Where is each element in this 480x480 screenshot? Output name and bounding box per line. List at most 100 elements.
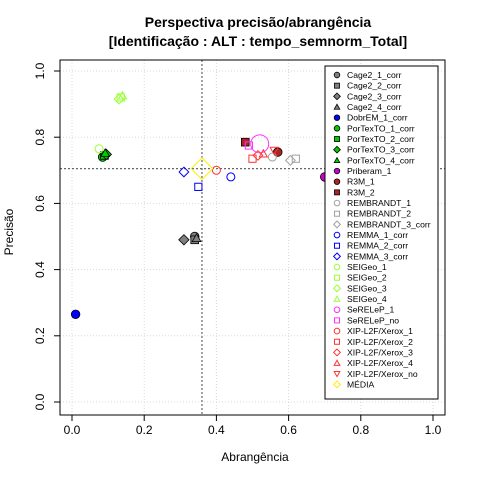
legend-swatch xyxy=(333,231,341,239)
legend-swatch xyxy=(333,338,341,345)
data-point xyxy=(116,93,125,102)
data-point xyxy=(258,148,269,158)
legend-swatch xyxy=(332,284,342,293)
legend-entry-label: REMMA_2_corr xyxy=(347,241,408,251)
legend-swatch xyxy=(333,103,341,110)
legend-entry-label: XIP-L2F/Xerox_1 xyxy=(347,326,413,336)
data-point xyxy=(250,134,270,154)
legend-entry-label: REMMA_1_corr xyxy=(347,230,408,240)
x-tick-label: 1.0 xyxy=(425,423,442,437)
legend-swatch xyxy=(333,295,341,302)
legend-entry-label: Cage2_3_corr xyxy=(347,91,402,101)
legend-entry-label: PorTexTO_2_corr xyxy=(347,134,415,144)
legend-entry-label: MÉDIA xyxy=(347,379,374,389)
y-axis-ticks: 0.0 0.2 0.4 0.6 0.8 1.0 xyxy=(33,62,60,410)
legend-entry-label: PorTexTO_1_corr xyxy=(347,123,415,133)
y-axis-label: Precisão xyxy=(2,208,16,255)
legend-entry-label: PorTexTO_3_corr xyxy=(347,145,415,155)
legend-entry-label: SeRELeP_no xyxy=(347,315,399,325)
data-point xyxy=(244,141,253,150)
y-tick-label: 0.8 xyxy=(33,129,47,146)
data-point xyxy=(248,154,257,163)
legend-swatch xyxy=(333,242,341,249)
legend-entry-label: Cage2_1_corr xyxy=(347,70,402,80)
legend-entry-label: REMMA_3_corr xyxy=(347,251,408,261)
legend-entry-label: REMBRANDT_1 xyxy=(347,198,411,208)
legend-swatch xyxy=(333,359,341,366)
legend-swatch xyxy=(332,220,342,229)
legend-entry-label: SEIGeo_1 xyxy=(347,262,387,272)
legend-entry-label: SeRELeP_1 xyxy=(347,305,395,315)
x-tick-label: 0.0 xyxy=(64,423,81,437)
x-tick-label: 0.2 xyxy=(136,423,153,437)
y-tick-label: 1.0 xyxy=(33,62,47,79)
legend-entry-label: SEIGeo_4 xyxy=(347,294,387,304)
x-tick-label: 0.8 xyxy=(352,423,369,437)
y-tick-label: 0.2 xyxy=(33,327,47,344)
data-point xyxy=(178,234,190,246)
legend-entry-label: DobrEM_1_corr xyxy=(347,113,408,123)
legend-swatch xyxy=(333,145,341,154)
x-axis-label: Abrangência xyxy=(221,450,289,464)
data-point xyxy=(284,154,296,166)
data-point xyxy=(70,309,81,319)
data-point xyxy=(267,152,277,162)
data-point xyxy=(269,146,280,156)
data-point xyxy=(94,144,104,154)
legend-entry-label: R3M_1 xyxy=(347,177,375,187)
legend-entry-label: SEIGeo_3 xyxy=(347,283,387,293)
legend-swatch xyxy=(333,114,341,121)
legend-entry-label: SEIGeo_2 xyxy=(347,273,387,283)
legend-entry-label: PorTexTO_4_corr xyxy=(347,155,415,165)
legend-swatch xyxy=(332,380,342,389)
legend-swatch xyxy=(332,252,342,261)
data-point xyxy=(178,166,190,178)
data-point xyxy=(117,90,128,100)
chart-title: Perspectiva precisão/abrangência xyxy=(145,14,372,30)
legend-swatch xyxy=(334,82,340,89)
x-tick-label: 0.4 xyxy=(208,423,225,437)
data-point xyxy=(191,233,202,242)
x-axis-ticks: 0.0 0.2 0.4 0.6 0.8 1.0 xyxy=(64,415,442,437)
y-tick-label: 0.6 xyxy=(33,195,47,212)
legend-entry-label: XIP-L2F/Xerox_4 xyxy=(347,358,413,368)
legend-entry-label: REMBRANDT_2 xyxy=(347,209,411,219)
data-point xyxy=(226,172,236,182)
data-point xyxy=(190,157,214,181)
legend-swatch xyxy=(332,348,342,357)
data-point xyxy=(291,154,300,163)
legend-swatch xyxy=(333,317,341,324)
y-tick-label: 0.4 xyxy=(33,261,47,278)
legend-swatch xyxy=(333,125,341,132)
data-point xyxy=(113,93,125,105)
legend-swatch xyxy=(333,71,341,79)
legend-entry-label: R3M_2 xyxy=(347,187,375,197)
chart-subtitle: [Identificação : ALT : tempo_semnorm_Tot… xyxy=(109,33,407,49)
legend-swatch xyxy=(333,199,341,207)
legend-entry-label: Priberam_1 xyxy=(347,166,392,176)
legend-swatch xyxy=(333,178,341,185)
legend-entry-label: Cage2_2_corr xyxy=(347,81,402,91)
legend-swatch xyxy=(334,136,340,142)
data-point xyxy=(211,165,221,175)
x-tick-label: 0.6 xyxy=(280,423,297,437)
legend-swatch xyxy=(333,92,341,101)
legend-swatch xyxy=(333,263,341,271)
y-tick-label: 0.0 xyxy=(33,393,47,410)
data-point xyxy=(100,147,111,157)
data-point xyxy=(194,182,203,191)
legend-box xyxy=(324,65,439,400)
plot-frame xyxy=(59,59,446,416)
data-points xyxy=(70,90,330,319)
legend-swatch xyxy=(333,306,341,314)
legend-entry-label: REMBRANDT_3_corr xyxy=(347,219,431,229)
legend-entry-label: XIP-L2F/Xerox_no xyxy=(347,369,418,379)
legend-swatch xyxy=(333,210,341,217)
legend-entry-label: Cage2_4_corr xyxy=(347,102,402,112)
data-point xyxy=(273,147,283,157)
legend-entry-label: XIP-L2F/Xerox_3 xyxy=(347,347,413,357)
legend-swatch xyxy=(333,371,341,378)
legend-swatch xyxy=(334,189,340,196)
legend-swatch xyxy=(333,167,341,175)
